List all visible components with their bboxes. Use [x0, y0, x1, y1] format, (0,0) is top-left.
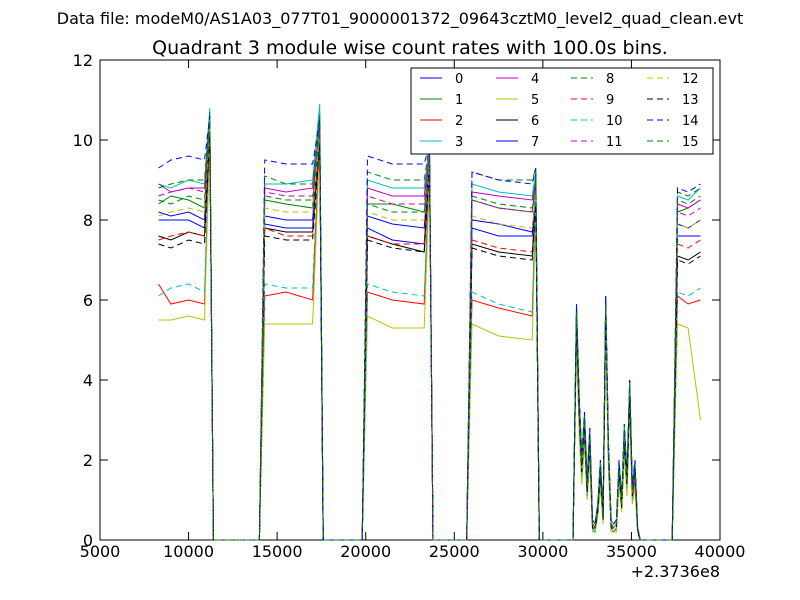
x-axis: 5000 10000 15000 20000 25000 30000 35000 40000 — [80, 60, 746, 561]
legend-item-14: 14 — [647, 114, 699, 129]
y-tick-label: 6 — [83, 291, 93, 310]
legend-item-7: 7 — [496, 135, 539, 150]
legend-label: 8 — [606, 72, 614, 87]
legend-item-9: 9 — [571, 93, 614, 108]
legend-label: 1 — [455, 93, 463, 108]
legend-frame — [410, 67, 714, 155]
legend-label: 7 — [531, 135, 539, 150]
x-tick-label: 35000 — [606, 542, 657, 561]
legend-label: 4 — [531, 72, 539, 87]
legend-label: 0 — [455, 72, 463, 87]
legend-item-12: 12 — [647, 72, 699, 87]
legend-item-3: 3 — [420, 135, 463, 150]
legend-label: 3 — [455, 135, 463, 150]
legend-label: 15 — [682, 135, 699, 150]
x-tick-label: 30000 — [517, 542, 568, 561]
legend-label: 12 — [682, 72, 699, 87]
legend-item-8: 8 — [571, 72, 614, 87]
legend-item-4: 4 — [496, 72, 539, 87]
x-tick-label: 20000 — [340, 542, 391, 561]
y-tick-label: 0 — [83, 531, 93, 550]
y-tick-label: 10 — [73, 131, 93, 150]
x-tick-label: 15000 — [252, 542, 303, 561]
x-tick-label: 40000 — [695, 542, 746, 561]
legend-label: 9 — [606, 93, 614, 108]
x-tick-label: 5000 — [80, 542, 121, 561]
legend-label: 11 — [606, 135, 623, 150]
legend-item-5: 5 — [496, 93, 539, 108]
x-offset-label: +2.3736e8 — [631, 562, 720, 581]
legend-label: 13 — [682, 93, 699, 108]
legend-item-15: 15 — [647, 135, 699, 150]
legend-item-13: 13 — [647, 93, 699, 108]
legend-item-0: 0 — [420, 72, 463, 87]
legend-item-10: 10 — [571, 114, 623, 129]
chart-suptitle: Data file: modeM0/AS1A03_077T01_90000013… — [57, 9, 743, 29]
x-tick-label: 25000 — [429, 542, 480, 561]
legend-label: 2 — [455, 114, 463, 129]
legend-label: 14 — [682, 114, 699, 129]
legend-item-11: 11 — [571, 135, 623, 150]
y-tick-label: 2 — [83, 451, 93, 470]
legend-label: 10 — [606, 114, 623, 129]
series-line-15 — [158, 119, 701, 541]
y-tick-label: 4 — [83, 371, 93, 390]
legend-item-1: 1 — [420, 93, 463, 108]
legend-label: 6 — [531, 114, 539, 129]
legend-label: 5 — [531, 93, 539, 108]
y-tick-label: 8 — [83, 211, 93, 230]
series-line-9 — [158, 127, 701, 541]
chart-title: Quadrant 3 module wise count rates with … — [152, 37, 668, 59]
legend-item-2: 2 — [420, 114, 463, 129]
legend-item-6: 6 — [496, 114, 539, 129]
series-group — [158, 103, 701, 541]
x-tick-label: 10000 — [163, 542, 214, 561]
y-tick-label: 12 — [73, 51, 93, 70]
